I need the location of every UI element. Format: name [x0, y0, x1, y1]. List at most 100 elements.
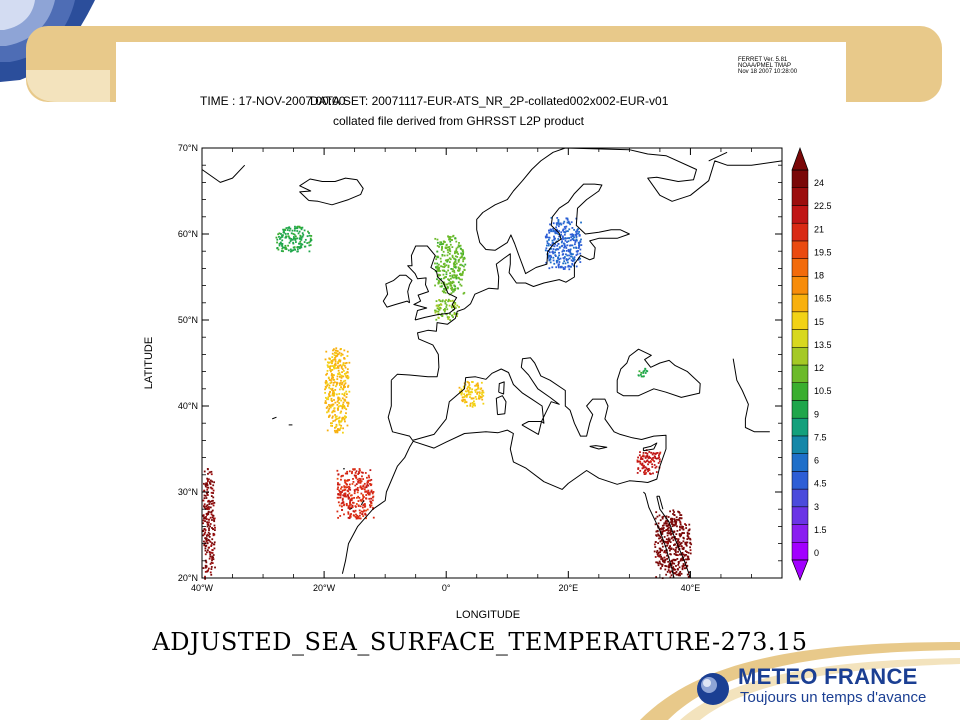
sst-cell	[668, 547, 671, 550]
sst-cell	[557, 238, 560, 240]
sst-cell	[362, 484, 365, 487]
coastline-8	[656, 496, 691, 579]
sst-cell	[567, 220, 570, 223]
coastline-16	[708, 151, 728, 162]
sst-cell	[436, 307, 439, 310]
sst-cell	[648, 455, 651, 458]
sst-cell	[687, 575, 690, 578]
colorbar-label: 22.5	[814, 201, 832, 211]
coastline-10	[642, 442, 658, 452]
sst-cell	[281, 239, 284, 242]
sst-cell	[637, 460, 640, 463]
colorbar-label: 18	[814, 271, 824, 281]
sst-cell	[358, 517, 361, 520]
sst-cell	[454, 255, 457, 258]
sst-cell	[277, 248, 280, 251]
sst-cell	[298, 225, 301, 228]
sst-cell	[332, 378, 335, 381]
sst-cell	[681, 525, 683, 528]
sst-cell	[345, 396, 348, 399]
sst-cell	[276, 238, 279, 241]
sst-cell	[643, 460, 646, 463]
sst-cell	[671, 523, 674, 526]
sst-cell	[458, 390, 461, 393]
sst-cell	[297, 250, 299, 253]
sst-cell	[669, 531, 672, 534]
sst-cell	[562, 228, 565, 231]
sst-cell	[663, 561, 666, 564]
sst-cell	[360, 486, 363, 489]
sst-cell	[551, 266, 554, 269]
sst-cell	[673, 544, 675, 546]
sst-cell	[469, 393, 472, 396]
sst-cell	[448, 238, 450, 241]
sst-cell	[450, 292, 453, 295]
sst-cell	[663, 540, 666, 543]
sst-cell	[346, 374, 349, 377]
sst-cell	[457, 269, 459, 272]
sst-cell	[306, 242, 309, 244]
sst-cell	[370, 478, 373, 481]
sst-cell	[348, 483, 351, 486]
sst-cell	[450, 268, 453, 270]
sst-cell	[465, 396, 468, 398]
sst-cell	[278, 235, 280, 238]
sst-cell	[636, 460, 639, 463]
sst-cell	[474, 404, 476, 407]
sst-cell	[553, 262, 556, 265]
sst-cell	[563, 233, 566, 236]
sst-cell	[366, 476, 368, 479]
sst-cell	[371, 496, 374, 499]
sst-cell	[562, 249, 565, 252]
sst-cell	[287, 244, 290, 247]
sst-cell	[211, 559, 213, 562]
sst-cell	[206, 492, 208, 495]
sst-cell	[287, 249, 290, 252]
sst-cell	[326, 372, 328, 375]
sst-cell	[310, 239, 312, 242]
x-tick-label: 40°E	[681, 583, 701, 593]
sst-cell	[341, 489, 344, 492]
sst-cell	[672, 536, 675, 539]
sst-cell	[452, 235, 454, 238]
sst-cell	[328, 384, 331, 387]
sst-cell	[636, 459, 639, 462]
colorbar-swatch	[791, 364, 809, 383]
sst-cell	[642, 370, 645, 373]
sst-cell	[650, 451, 652, 454]
sst-cell	[641, 462, 644, 465]
sst-cell	[440, 304, 443, 306]
sst-cell	[279, 238, 281, 240]
sst-cell	[676, 540, 679, 543]
sst-cell	[334, 356, 337, 359]
sst-cell	[657, 534, 660, 537]
sst-cell	[569, 223, 572, 226]
sst-cell	[204, 494, 207, 497]
sst-cell	[349, 514, 352, 517]
sst-cell	[209, 555, 212, 558]
sst-cell	[449, 243, 452, 246]
sst-cell	[339, 382, 342, 384]
sst-cell	[434, 284, 436, 287]
sst-cell	[293, 237, 296, 240]
plot-title-lines: TIME : 17-NOV-2007 00:00	[200, 94, 345, 108]
sst-cell	[208, 529, 210, 532]
sst-cell	[669, 527, 672, 530]
sst-cell	[324, 402, 327, 404]
sst-cell	[677, 518, 680, 521]
sst-cell	[642, 455, 645, 458]
x-tick-label: 40°W	[191, 583, 214, 593]
sst-cell	[444, 309, 447, 312]
sst-cell	[342, 370, 345, 372]
sst-cell	[336, 429, 339, 432]
sst-cell	[469, 396, 471, 399]
sst-cell	[342, 363, 345, 365]
sst-cell	[578, 242, 581, 245]
sst-cell	[642, 451, 645, 454]
sst-cell	[553, 238, 555, 241]
sst-cell	[357, 500, 360, 502]
sst-cell	[460, 252, 463, 255]
sst-cell	[459, 244, 462, 247]
sst-cell	[572, 237, 574, 240]
sst-cell	[557, 265, 560, 268]
